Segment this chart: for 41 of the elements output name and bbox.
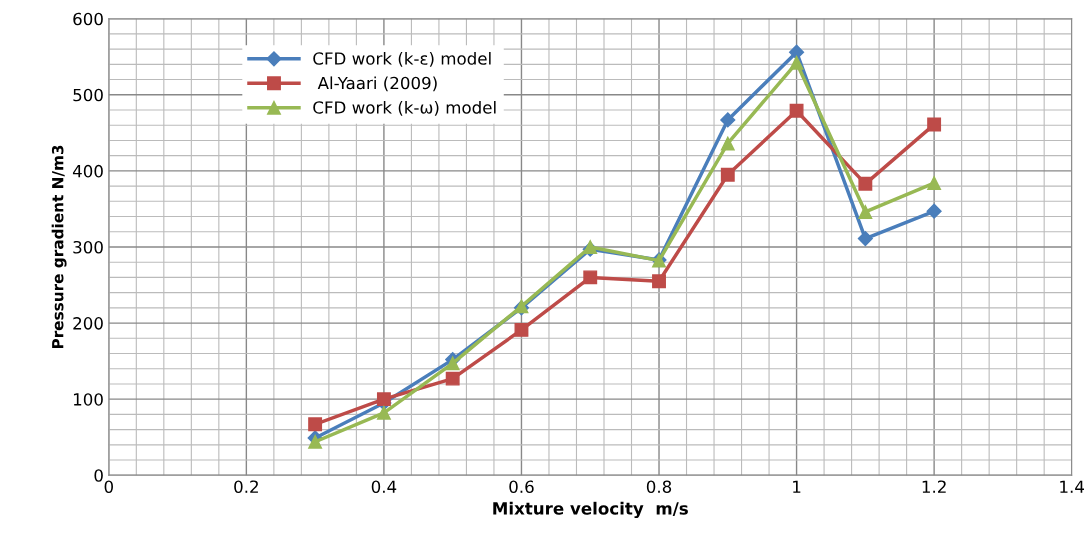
- y-tick-label: 0: [94, 469, 103, 482]
- x-tick-label: 0.2: [234, 480, 258, 494]
- point: [789, 44, 805, 60]
- y-tick-label: 100: [73, 393, 103, 406]
- x-tick-label: 1: [793, 480, 801, 493]
- x-tick-label: 1.2: [922, 480, 946, 493]
- point: [308, 417, 323, 432]
- point: [445, 356, 460, 371]
- point: [857, 231, 873, 247]
- point: [927, 117, 942, 132]
- point: [927, 176, 942, 191]
- x-tick-label: 0: [104, 480, 113, 494]
- y-tick-label: 500: [73, 88, 103, 102]
- x-tick-label: 0.8: [646, 480, 672, 494]
- y-tick-label: 200: [73, 317, 103, 330]
- legend-label: CFD work (k-ω) model: [313, 100, 496, 116]
- point: [652, 274, 666, 289]
- y-axis-title: Pressure gradient N/m3: [51, 145, 67, 349]
- point: [376, 405, 391, 420]
- x-tick-label: 0.6: [509, 480, 534, 494]
- x-axis-title: Mixture velocity m/s: [493, 501, 688, 519]
- point: [583, 270, 598, 285]
- legend-label: Al-Yaari (2009): [317, 76, 437, 92]
- point: [376, 392, 391, 407]
- legend-label: CFD work (k-ε) model: [313, 51, 491, 67]
- y-tick-label: 300: [73, 240, 103, 254]
- point: [445, 371, 460, 386]
- point: [720, 167, 735, 182]
- point: [720, 112, 736, 128]
- point: [789, 103, 804, 118]
- point: [858, 205, 873, 219]
- point: [789, 55, 804, 70]
- point: [308, 434, 323, 449]
- y-tick-label: 400: [72, 164, 103, 178]
- point: [720, 136, 735, 151]
- x-tick-label: 0.4: [371, 480, 397, 494]
- x-tick-label: 1.4: [1060, 480, 1084, 493]
- point: [514, 322, 529, 337]
- point: [926, 203, 942, 219]
- point: [858, 176, 873, 191]
- y-tick-label: 600: [73, 12, 103, 26]
